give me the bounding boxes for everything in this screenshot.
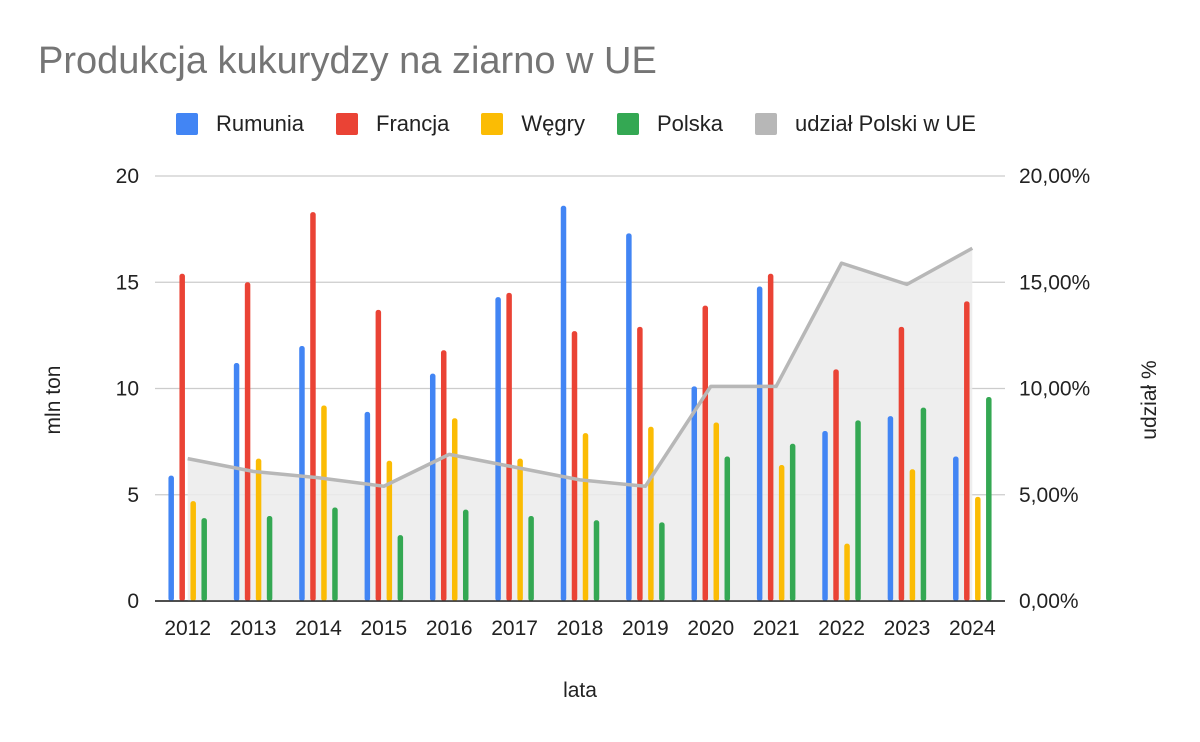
x-tick-label: 2013 <box>230 617 277 640</box>
legend-label: Francja <box>376 111 450 136</box>
bar-wegry-2017 <box>517 458 523 601</box>
bar-rumunia-2023 <box>887 416 894 601</box>
y2-tick-label: 10,00% <box>1019 378 1090 401</box>
x-tick-label: 2023 <box>884 617 931 640</box>
legend: Rumunia Francja Węgry Polska udział Polski w… <box>176 110 1008 138</box>
bar-francja-2019 <box>637 326 643 601</box>
bar-wegry-2024 <box>975 496 981 601</box>
bar-polska-2013 <box>266 516 273 601</box>
bar-rumunia-2021 <box>756 286 763 601</box>
x-tick-label: 2018 <box>557 617 604 640</box>
legend-swatch <box>755 113 778 135</box>
legend-item-rumunia: Rumunia <box>176 111 304 137</box>
bar-polska-2018 <box>593 520 600 601</box>
y-tick-label: 10 <box>116 378 139 401</box>
bar-francja-2016 <box>440 350 447 601</box>
bar-polska-2014 <box>332 507 338 601</box>
bar-polska-2024 <box>986 397 992 601</box>
bar-rumunia-2016 <box>429 373 436 601</box>
x-axis-title: lata <box>563 679 597 702</box>
legend-label: Węgry <box>521 111 585 136</box>
legend-item-wegry: Węgry <box>481 111 585 137</box>
bar-rumunia-2012 <box>168 475 174 601</box>
bar-polska-2021 <box>789 443 796 601</box>
bar-wegry-2014 <box>321 405 327 601</box>
legend-label: Rumunia <box>216 111 305 136</box>
y-tick-label: 15 <box>116 271 139 294</box>
y-axis-title: mln ton <box>42 366 65 435</box>
y2-tick-label: 15,00% <box>1019 271 1090 294</box>
x-tick-label: 2024 <box>949 617 996 640</box>
bar-rumunia-2013 <box>233 363 240 601</box>
bar-polska-2019 <box>659 522 665 601</box>
legend-label: udział Polski w UE <box>795 111 976 136</box>
x-tick-label: 2017 <box>491 617 538 640</box>
bar-wegry-2015 <box>386 460 393 601</box>
bar-wegry-2021 <box>778 465 785 601</box>
y2-axis-title: udział % <box>1138 360 1161 439</box>
bar-rumunia-2024 <box>953 456 959 601</box>
legend-swatch <box>616 113 639 135</box>
bar-wegry-2023 <box>909 469 916 601</box>
bar-wegry-2019 <box>648 426 654 601</box>
bar-francja-2023 <box>898 326 905 601</box>
y2-tick-label: 20,00% <box>1019 165 1090 188</box>
y-tick-label: 0 <box>127 590 139 613</box>
bar-polska-2023 <box>920 407 927 601</box>
bar-rumunia-2014 <box>299 346 305 601</box>
legend-label: Polska <box>656 111 724 136</box>
bar-francja-2018 <box>571 331 578 601</box>
x-tick-label: 2014 <box>295 617 342 640</box>
bar-rumunia-2018 <box>560 205 567 601</box>
bar-francja-2021 <box>767 273 774 601</box>
legend-item-udzial-polski: udział Polski w UE <box>755 111 976 137</box>
bar-wegry-2018 <box>582 433 589 601</box>
bar-francja-2022 <box>833 369 839 601</box>
legend-item-francja: Francja <box>336 111 449 137</box>
x-tick-label: 2012 <box>164 617 211 640</box>
y2-tick-label: 5,00% <box>1019 484 1079 507</box>
bar-rumunia-2015 <box>364 411 371 601</box>
bar-francja-2017 <box>506 292 512 601</box>
legend-swatch <box>481 113 504 135</box>
bar-rumunia-2022 <box>822 431 828 601</box>
x-tick-label: 2015 <box>360 617 407 640</box>
bar-polska-2020 <box>724 456 731 601</box>
y2-tick-label: 0,00% <box>1019 590 1079 613</box>
bar-polska-2022 <box>855 420 861 601</box>
x-tick-label: 2021 <box>753 617 800 640</box>
bar-francja-2013 <box>244 282 251 601</box>
x-tick-label: 2020 <box>687 617 734 640</box>
bar-francja-2020 <box>702 305 709 601</box>
bar-wegry-2022 <box>844 543 850 601</box>
bar-polska-2017 <box>528 516 534 601</box>
legend-swatch <box>336 113 359 135</box>
bar-rumunia-2020 <box>691 386 698 601</box>
y-tick-label: 20 <box>116 165 139 188</box>
y-tick-label: 5 <box>127 484 139 507</box>
bar-wegry-2012 <box>190 501 196 601</box>
bar-wegry-2020 <box>713 422 720 601</box>
bar-rumunia-2017 <box>495 297 501 601</box>
legend-item-polska: Polska <box>616 111 724 137</box>
area-fill-udzial <box>187 248 973 601</box>
bar-polska-2015 <box>397 535 404 601</box>
bar-francja-2024 <box>964 301 970 601</box>
bar-francja-2012 <box>179 273 185 601</box>
bar-wegry-2013 <box>255 458 262 601</box>
bar-polska-2012 <box>201 518 207 601</box>
bar-rumunia-2019 <box>626 233 632 601</box>
chart-title: Produkcja kukurydzy na ziarno w UE <box>38 40 657 82</box>
bar-francja-2015 <box>375 309 382 601</box>
bar-polska-2016 <box>462 509 469 601</box>
bar-wegry-2016 <box>451 418 458 601</box>
x-tick-label: 2022 <box>818 617 865 640</box>
x-tick-label: 2019 <box>622 617 669 640</box>
legend-swatch <box>176 113 198 135</box>
bar-francja-2014 <box>310 212 316 601</box>
x-tick-label: 2016 <box>426 617 473 640</box>
